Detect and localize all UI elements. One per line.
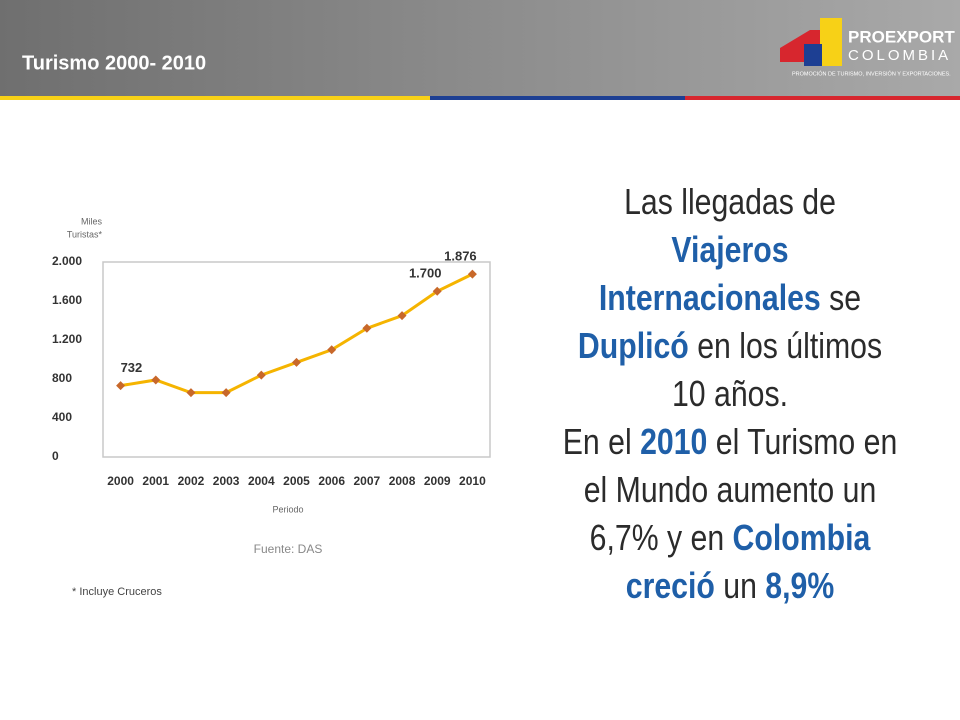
highlight: creció <box>625 565 715 606</box>
message-line: creció un 8,9% <box>554 562 907 610</box>
x-tick-label: 2010 <box>459 474 486 488</box>
text: En el <box>562 421 641 462</box>
marker <box>432 286 442 296</box>
x-tick-label: 2006 <box>318 474 345 488</box>
text: un <box>714 565 766 606</box>
value-label: 1.700 <box>409 266 442 281</box>
series-line <box>120 272 474 395</box>
y-tick-label: 1.200 <box>52 332 82 346</box>
source: Fuente: DAS <box>254 542 323 556</box>
logo-shape-blue <box>804 44 822 66</box>
text: se <box>820 277 862 318</box>
logo-tagline: PROMOCIÓN DE TURISMO, INVERSIÓN Y EXPORT… <box>792 70 951 77</box>
message-line: Las llegadas de <box>554 178 907 226</box>
message-line: En el 2010 el Turismo en <box>554 418 907 466</box>
header-title: Turismo 2000- 2010 <box>22 52 206 74</box>
highlight: Duplicó <box>577 325 689 366</box>
marker <box>467 269 477 279</box>
highlight: 8,9% <box>765 565 835 606</box>
y-tick-label: 0 <box>52 449 59 463</box>
text: el Mundo aumento un <box>583 469 877 510</box>
text: 6,7% y en <box>589 517 733 558</box>
plot-frame <box>102 261 491 458</box>
message-line: 10 años. <box>554 370 907 418</box>
message: Las llegadas de Viajeros Internacionales s… <box>520 178 940 610</box>
highlight: Internacionales <box>598 277 821 318</box>
x-tick-label: 2002 <box>178 474 205 488</box>
marker <box>397 311 407 321</box>
y-tick-label: 400 <box>52 410 72 424</box>
x-tick-label: 2004 <box>248 474 275 488</box>
text: Las llegadas de <box>624 181 836 222</box>
message-line: 6,7% y en Colombia <box>554 514 907 562</box>
x-tick-label: 2003 <box>213 474 240 488</box>
x-axis-label: Periodo <box>272 504 303 514</box>
marker <box>256 370 266 380</box>
footnote: * Incluye Cruceros <box>72 586 162 598</box>
marker <box>151 375 161 385</box>
x-tick-label: 2009 <box>424 474 451 488</box>
y-tick-label: 2.000 <box>52 254 82 268</box>
y-axis-label: Miles <box>81 216 103 226</box>
text: 10 años. <box>671 373 789 414</box>
message-line: Duplicó en los últimos <box>554 322 907 370</box>
message-line: Viajeros <box>554 226 907 274</box>
logo: PROEXPORT COLOMBIA PROMOCIÓN DE TURISMO,… <box>780 18 955 77</box>
marker <box>186 388 196 398</box>
x-tick-label: 2008 <box>389 474 416 488</box>
stripe-blue <box>430 96 685 100</box>
x-tick-label: 2000 <box>107 474 134 488</box>
logo-country: COLOMBIA <box>848 47 951 64</box>
y-axis-label: Turistas* <box>67 229 103 239</box>
value-label: 1.876 <box>444 249 477 264</box>
highlight: Colombia <box>732 517 871 558</box>
y-tick-label: 800 <box>52 371 72 385</box>
value-label: 732 <box>121 360 143 375</box>
y-tick-label: 1.600 <box>52 293 82 307</box>
x-tick-label: 2007 <box>354 474 381 488</box>
marker <box>221 388 231 398</box>
highlight: Viajeros <box>671 229 789 270</box>
text: en los últimos <box>688 325 883 366</box>
marker <box>362 323 372 333</box>
stripe-red <box>685 96 960 100</box>
text: el Turismo en <box>707 421 898 462</box>
x-tick-label: 2005 <box>283 474 310 488</box>
message-line: Internacionales se <box>554 274 907 322</box>
x-tick-label: 2001 <box>142 474 169 488</box>
marker <box>292 357 301 367</box>
highlight: 2010 <box>640 421 708 462</box>
marker <box>116 381 126 391</box>
logo-shape-yellow <box>820 18 842 66</box>
stripe-yellow <box>0 96 430 100</box>
logo-name: PROEXPORT <box>848 27 955 46</box>
message-line: el Mundo aumento un <box>554 466 907 514</box>
marker <box>327 345 337 355</box>
